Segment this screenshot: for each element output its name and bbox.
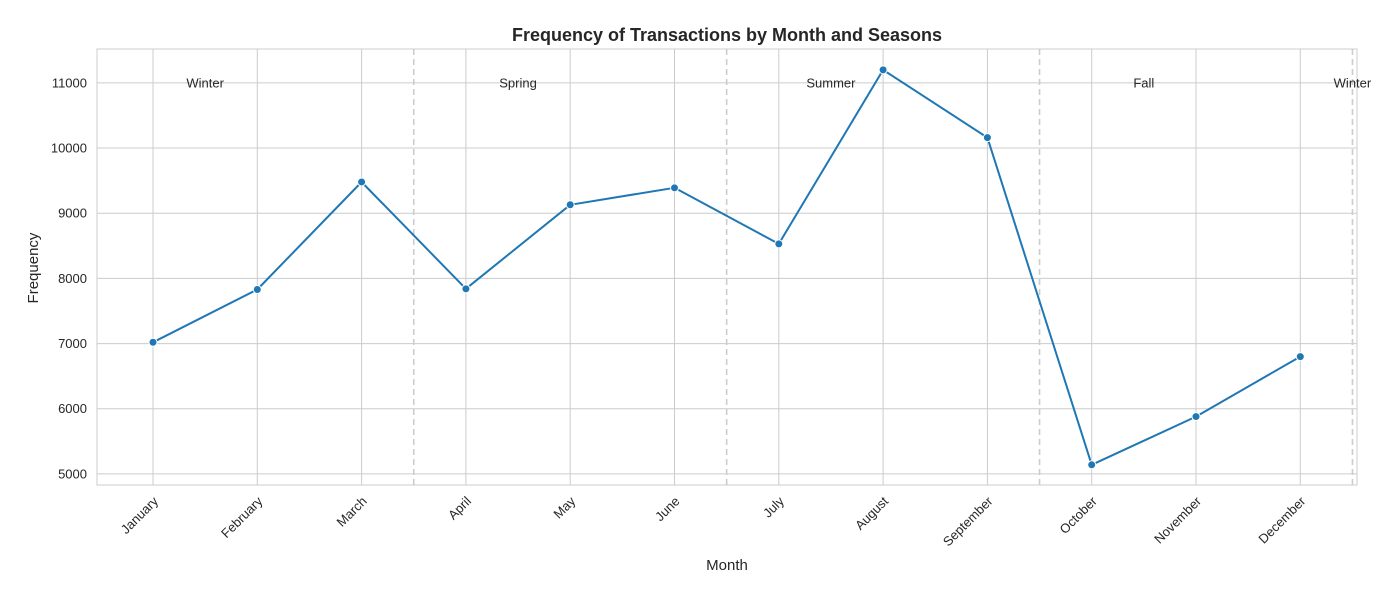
data-point — [148, 337, 158, 347]
season-label: Winter — [186, 75, 224, 90]
data-point — [565, 200, 575, 210]
data-point — [878, 65, 888, 75]
season-label: Summer — [806, 75, 856, 90]
plot-frame — [96, 48, 1358, 486]
y-tick-label: 10000 — [51, 141, 87, 156]
data-point — [252, 284, 262, 294]
season-label: Fall — [1133, 75, 1154, 90]
y-tick-layer: 5000 6000 7000 8000 9000 10000 11000 — [51, 75, 87, 481]
series-layer — [148, 65, 1305, 470]
data-point — [357, 177, 367, 187]
y-tick-label: 5000 — [58, 466, 87, 481]
data-point — [461, 284, 471, 294]
data-point — [670, 183, 679, 193]
y-tick-label: 8000 — [58, 271, 87, 286]
y-tick-label: 7000 — [58, 336, 87, 351]
data-point — [1295, 352, 1305, 362]
season-label-layer: Winter Spring Summer Fall Winter — [186, 75, 1372, 90]
data-point — [1191, 412, 1201, 422]
data-point — [982, 133, 992, 143]
season-boundary-layer — [412, 49, 1354, 485]
data-point — [774, 239, 784, 249]
data-point — [1087, 460, 1097, 470]
x-axis-label: Month — [706, 557, 748, 574]
chart-title: Frequency of Transactions by Month and S… — [512, 25, 942, 45]
season-label: Winter — [1334, 75, 1372, 90]
series-line — [152, 68, 1301, 466]
y-tick-label: 11000 — [52, 75, 87, 90]
y-tick-label: 6000 — [58, 401, 87, 416]
y-axis-label: Frequency — [25, 232, 42, 303]
season-label: Spring — [499, 75, 537, 90]
y-tick-label: 9000 — [58, 206, 87, 221]
